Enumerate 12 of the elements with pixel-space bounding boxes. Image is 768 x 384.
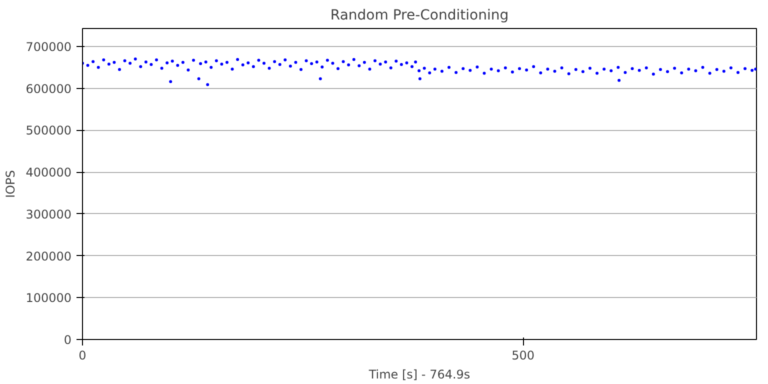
chart-title: Random Pre-Conditioning <box>330 8 509 24</box>
y-tick-label: 700000 <box>26 40 72 54</box>
y-tick-label: 0 <box>64 333 72 347</box>
y-tick-label: 400000 <box>26 166 72 180</box>
y-tick-label: 200000 <box>26 249 72 264</box>
y-tick-label: 300000 <box>26 207 72 222</box>
y-tick-label: 600000 <box>26 82 72 96</box>
x-tick-label: 500 <box>512 348 534 362</box>
y-axis-title: IOPS <box>4 170 18 198</box>
y-tick-label: 500000 <box>26 124 72 138</box>
x-axis-title: Time [s] - 764.9s <box>368 368 470 382</box>
y-tick-label: 100000 <box>26 291 72 306</box>
